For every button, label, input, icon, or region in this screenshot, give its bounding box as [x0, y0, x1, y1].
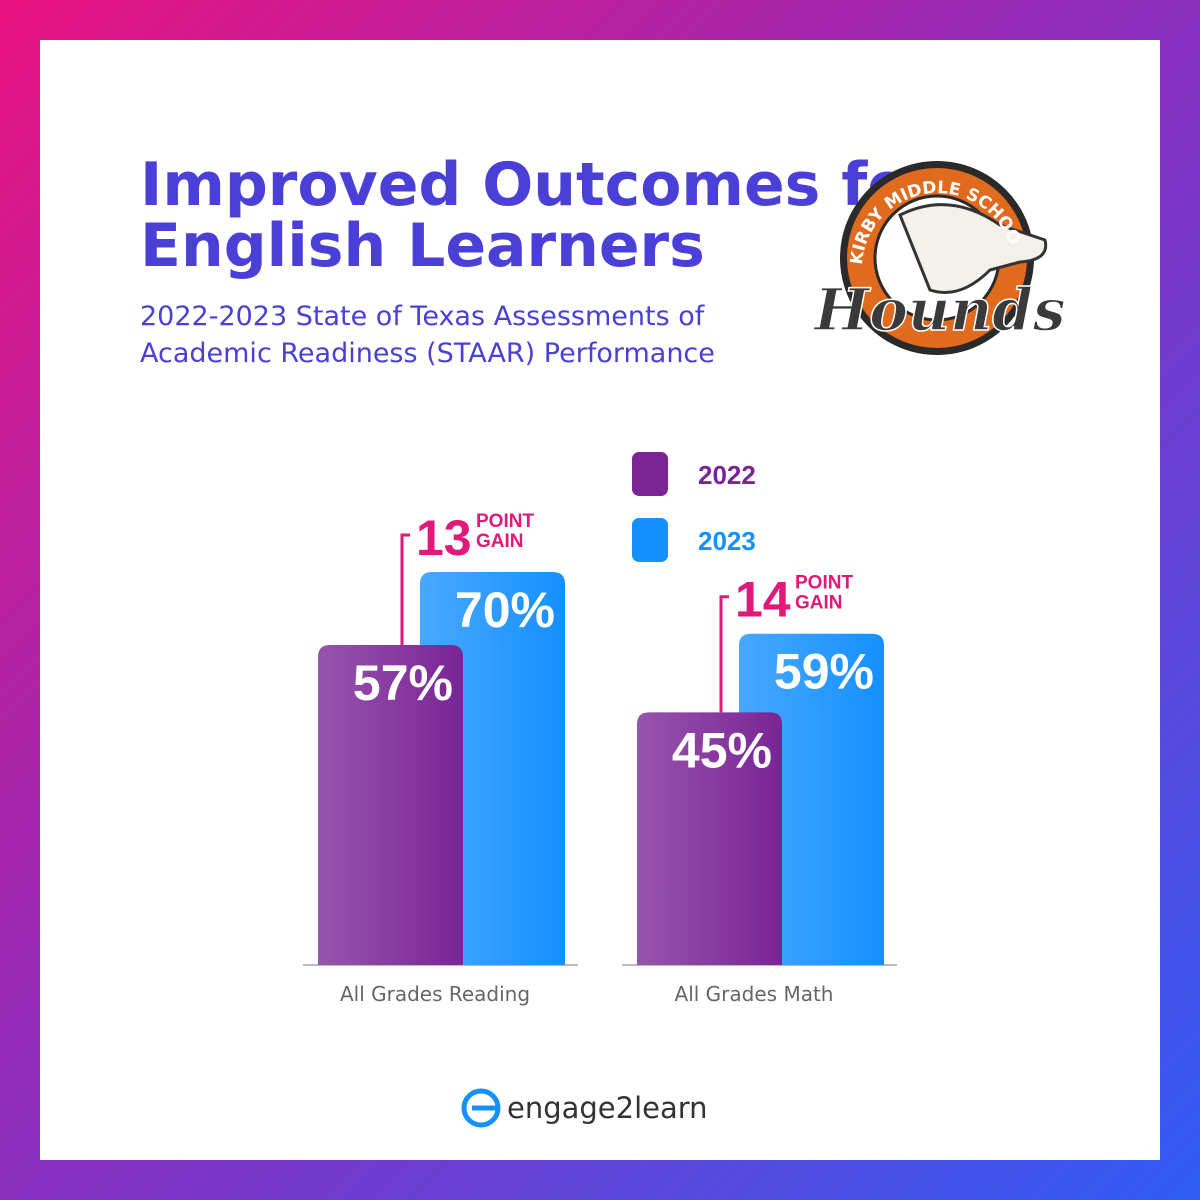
title-line: English Learners: [140, 211, 705, 281]
subtitle-line: Academic Readiness (STAAR) Performance: [140, 338, 715, 369]
footer: engage2learn: [461, 1088, 708, 1128]
logo-script: Hounds: [812, 276, 1065, 344]
gain-label-line: POINT: [795, 573, 853, 594]
chart-title: Improved Outcomes for English Learners: [140, 150, 959, 281]
x-tick-label: All Grades Math: [675, 982, 834, 1006]
gain-label-line: GAIN: [476, 531, 524, 552]
gain-value: 13: [416, 510, 472, 566]
subtitle-line: 2022-2023 State of Texas Assessments of: [140, 301, 706, 332]
legend-swatch: [632, 452, 668, 496]
gain-label: POINT GAIN: [795, 573, 853, 614]
gain-label-line: POINT: [476, 511, 534, 532]
gain-value: 14: [735, 572, 791, 628]
legend-swatch: [632, 518, 668, 562]
value-label: 59%: [774, 644, 874, 700]
gain-label-line: GAIN: [795, 593, 843, 614]
title-line: Improved Outcomes for: [140, 150, 939, 220]
gain-line: [400, 533, 410, 645]
bar-sheen: [318, 644, 463, 965]
bar-sheen: [637, 712, 782, 965]
gain-line: [719, 595, 729, 713]
legend-label: 2022: [698, 460, 756, 490]
brand: engage2learn: [507, 1091, 708, 1125]
subtitle: 2022-2023 State of Texas Assessments of …: [140, 301, 715, 369]
x-tick-label: All Grades Reading: [340, 982, 530, 1006]
logo-hound: [898, 203, 1048, 294]
value-label: 45%: [672, 722, 772, 778]
legend-label: 2023: [698, 526, 756, 556]
value-label: 70%: [455, 582, 555, 638]
gain-label: POINT GAIN: [476, 511, 534, 552]
value-label: 57%: [353, 655, 453, 711]
